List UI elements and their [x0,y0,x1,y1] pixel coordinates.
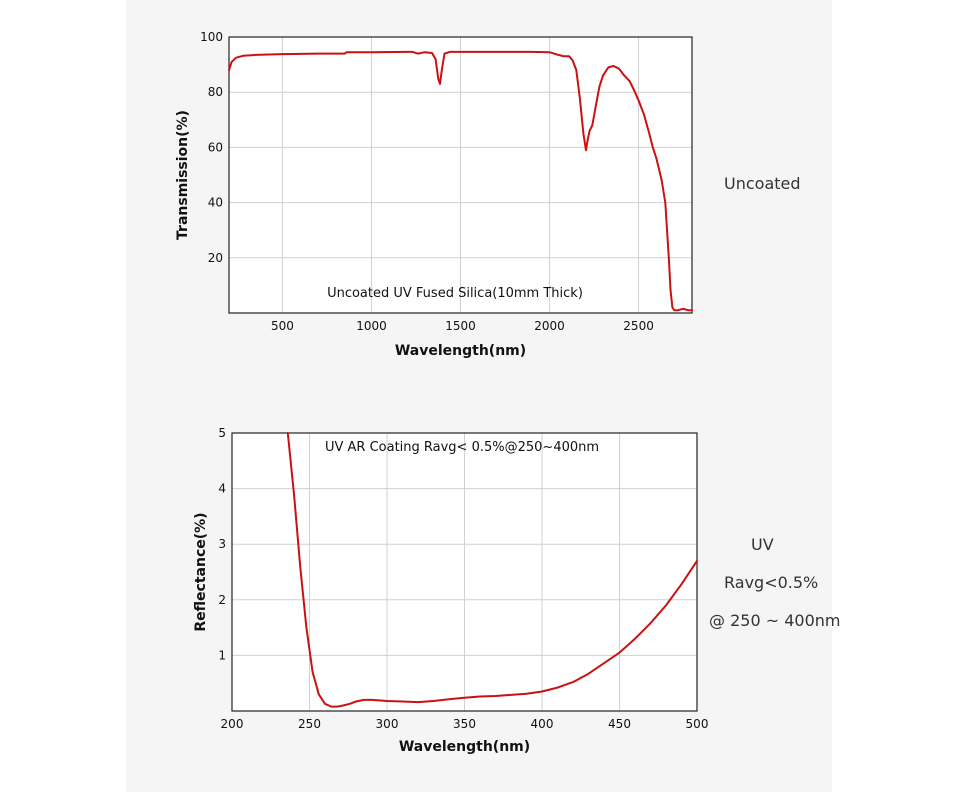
uv-side-label: UV [751,535,774,554]
chart-annotation: UV AR Coating Ravg< 0.5%@250~400nm [325,440,599,455]
y-tick-label: 40 [208,196,223,210]
ravg-side-label: Ravg<0.5% [724,573,819,592]
x-tick-label: 2500 [623,319,654,333]
y-tick-label: 2 [218,593,226,607]
y-tick-label: 20 [208,251,223,265]
y-tick-label: 3 [218,537,226,551]
x-axis-title: Wavelength(nm) [395,343,526,359]
x-axis-title: Wavelength(nm) [399,739,530,755]
y-tick-label: 1 [218,648,226,662]
x-tick-label: 500 [271,319,294,333]
uncoated-side-label: Uncoated [724,174,801,193]
y-axis-title: Transmission(%) [175,110,191,240]
x-tick-label: 1500 [445,319,476,333]
y-tick-label: 60 [208,140,223,154]
y-tick-label: 5 [218,426,226,440]
y-axis-title: Reflectance(%) [193,512,209,631]
reflectance-chart: 200 250 300 350 400 450 500 1 2 3 4 5 Wavelength(nm)… [193,426,708,755]
x-tick-label: 500 [686,717,709,731]
x-tick-label: 350 [453,717,476,731]
y-tick-label: 4 [218,482,226,496]
range-side-label: @ 250 ~ 400nm [709,611,841,630]
plot-frame [228,36,693,314]
x-tick-label: 400 [531,717,554,731]
series-line [286,432,698,708]
y-tick-label: 100 [200,30,223,44]
x-tick-label: 1000 [356,319,387,333]
x-tick-label: 200 [221,717,244,731]
plot-frame [231,432,698,712]
x-tick-label: 450 [608,717,631,731]
x-tick-label: 250 [298,717,321,731]
x-tick-label: 2000 [534,319,565,333]
transmission-chart: 500 1000 1500 2000 2500 20 40 60 80 100 Wavelength… [175,30,693,359]
y-tick-label: 80 [208,85,223,99]
series-line [228,50,693,312]
x-tick-label: 300 [376,717,399,731]
chart-annotation: Uncoated UV Fused Silica(10mm Thick) [327,286,583,301]
